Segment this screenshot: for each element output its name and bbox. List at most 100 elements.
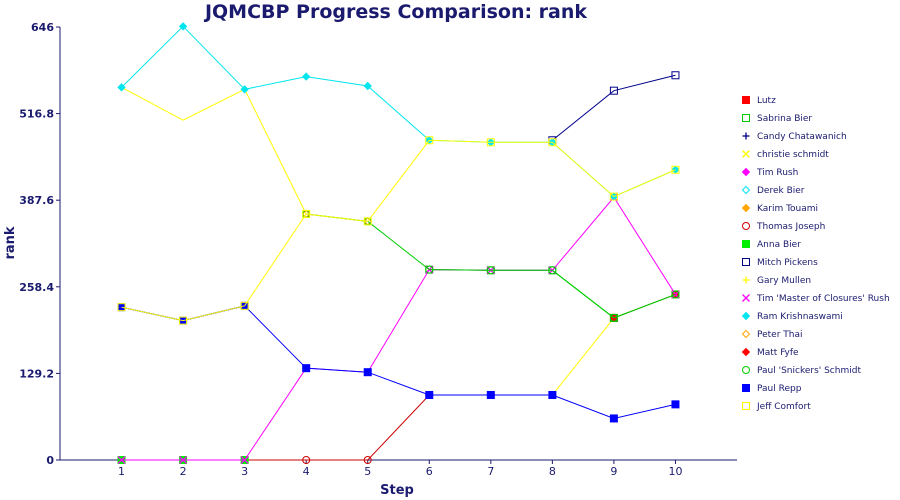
legend-marker (741, 185, 751, 195)
axes: 0 129.2 258.4 387.6 516.8 646 1 2 3 4 5 6 7 8 9 10 (19, 21, 737, 478)
legend-label: Peter Thai (757, 330, 803, 340)
series-line (121, 25, 676, 198)
marker-shape (363, 217, 372, 226)
legend-item: Matt Fyfe (741, 347, 799, 358)
y-tick-label: 258.4 (19, 281, 54, 294)
x-tick-label: 7 (487, 465, 494, 478)
marker-shape (363, 368, 372, 377)
series-line (121, 139, 676, 322)
legend-marker (742, 276, 750, 284)
data-point (302, 364, 311, 373)
marker-shape (671, 71, 680, 80)
data-point (117, 456, 126, 464)
legend-label: Ram Krishnaswami (757, 312, 843, 322)
marker-shape (741, 347, 751, 357)
series-thomas-joseph (117, 390, 557, 464)
marker-shape (117, 303, 126, 312)
legend-label: Lutz (757, 96, 776, 106)
marker-shape (742, 402, 750, 410)
marker-shape (302, 364, 311, 373)
legend-item: Jeff Comfort (742, 402, 811, 412)
legend-item: Lutz (742, 96, 776, 106)
series-line (121, 305, 676, 419)
marker-shape (609, 313, 618, 322)
marker-shape (741, 167, 751, 177)
data-point (240, 301, 249, 310)
marker-shape (240, 301, 249, 310)
marker-shape (609, 86, 618, 95)
legend-label: christie schmidt (757, 150, 829, 160)
legend-label: Karim Touami (757, 204, 818, 214)
connector-line (551, 317, 615, 396)
x-tick-label: 8 (549, 465, 556, 478)
marker-shape (302, 456, 311, 464)
marker-shape (742, 114, 750, 122)
marker-shape (742, 258, 750, 266)
series-jeff-comfort (117, 136, 680, 325)
marker-shape (425, 265, 434, 274)
legend-item: Mitch Pickens (742, 258, 818, 268)
data-point (363, 81, 372, 91)
marker-shape (742, 384, 750, 392)
series-ram-krishnaswami (117, 22, 680, 201)
data-point (301, 72, 311, 81)
legend-item: Ram Krishnaswami (741, 311, 843, 322)
marker-shape (301, 72, 311, 81)
data-point (363, 217, 372, 226)
legend-label: Thomas Joseph (756, 222, 825, 232)
marker-shape (486, 138, 495, 147)
marker-shape (671, 165, 680, 174)
data-point (486, 138, 495, 147)
series-line (552, 74, 676, 141)
marker-shape (741, 311, 751, 321)
legend-marker (742, 258, 750, 266)
legend-item: Thomas Joseph (742, 222, 825, 232)
marker-shape (671, 400, 680, 409)
legend-label: Candy Chatawanich (757, 132, 847, 142)
data-point (548, 266, 557, 275)
legend-label: Matt Fyfe (757, 348, 799, 358)
x-tick-label: 2 (180, 465, 187, 478)
legend-marker (741, 311, 751, 321)
marker-shape (742, 294, 750, 302)
marker-shape (486, 266, 495, 275)
marker-shape (425, 136, 434, 145)
marker-shape (741, 203, 751, 213)
marker-shape (117, 456, 126, 464)
x-tick-label: 5 (364, 465, 371, 478)
marker-shape (425, 390, 434, 399)
data-point (486, 390, 495, 399)
legend-marker (742, 384, 750, 392)
marker-shape (178, 22, 188, 31)
data-point (178, 22, 188, 31)
data-point (425, 136, 434, 145)
legend-marker (741, 329, 751, 339)
marker-shape (742, 150, 750, 158)
legend-item: Paul 'Snickers' Schmidt (742, 366, 861, 376)
marker-shape (548, 138, 557, 147)
legend-marker (742, 240, 750, 248)
series-layer (117, 22, 680, 464)
marker-shape (741, 329, 751, 339)
legend-item: christie schmidt (742, 150, 829, 160)
data-point (179, 316, 188, 325)
x-tick-label: 6 (426, 465, 433, 478)
data-point (486, 266, 495, 275)
x-tick-label: 1 (118, 465, 125, 478)
y-tick-label: 646 (31, 21, 54, 34)
legend-item: Candy Chatawanich (742, 132, 847, 142)
x-tick-label: 3 (241, 465, 248, 478)
y-tick-label: 129.2 (19, 367, 54, 380)
marker-shape (742, 366, 750, 374)
data-point (302, 210, 311, 219)
data-point (548, 390, 557, 399)
marker-shape (548, 266, 557, 275)
data-point (117, 303, 126, 312)
series-paul-snickers-schmidt (302, 210, 680, 322)
series-line (121, 394, 553, 461)
legend-item: Tim Rush (741, 167, 798, 178)
legend-label: Jeff Comfort (756, 402, 811, 412)
series-mitch-pickens (548, 71, 680, 145)
series-sabrina-bier (425, 265, 680, 322)
legend-item: Anna Bier (742, 240, 801, 250)
